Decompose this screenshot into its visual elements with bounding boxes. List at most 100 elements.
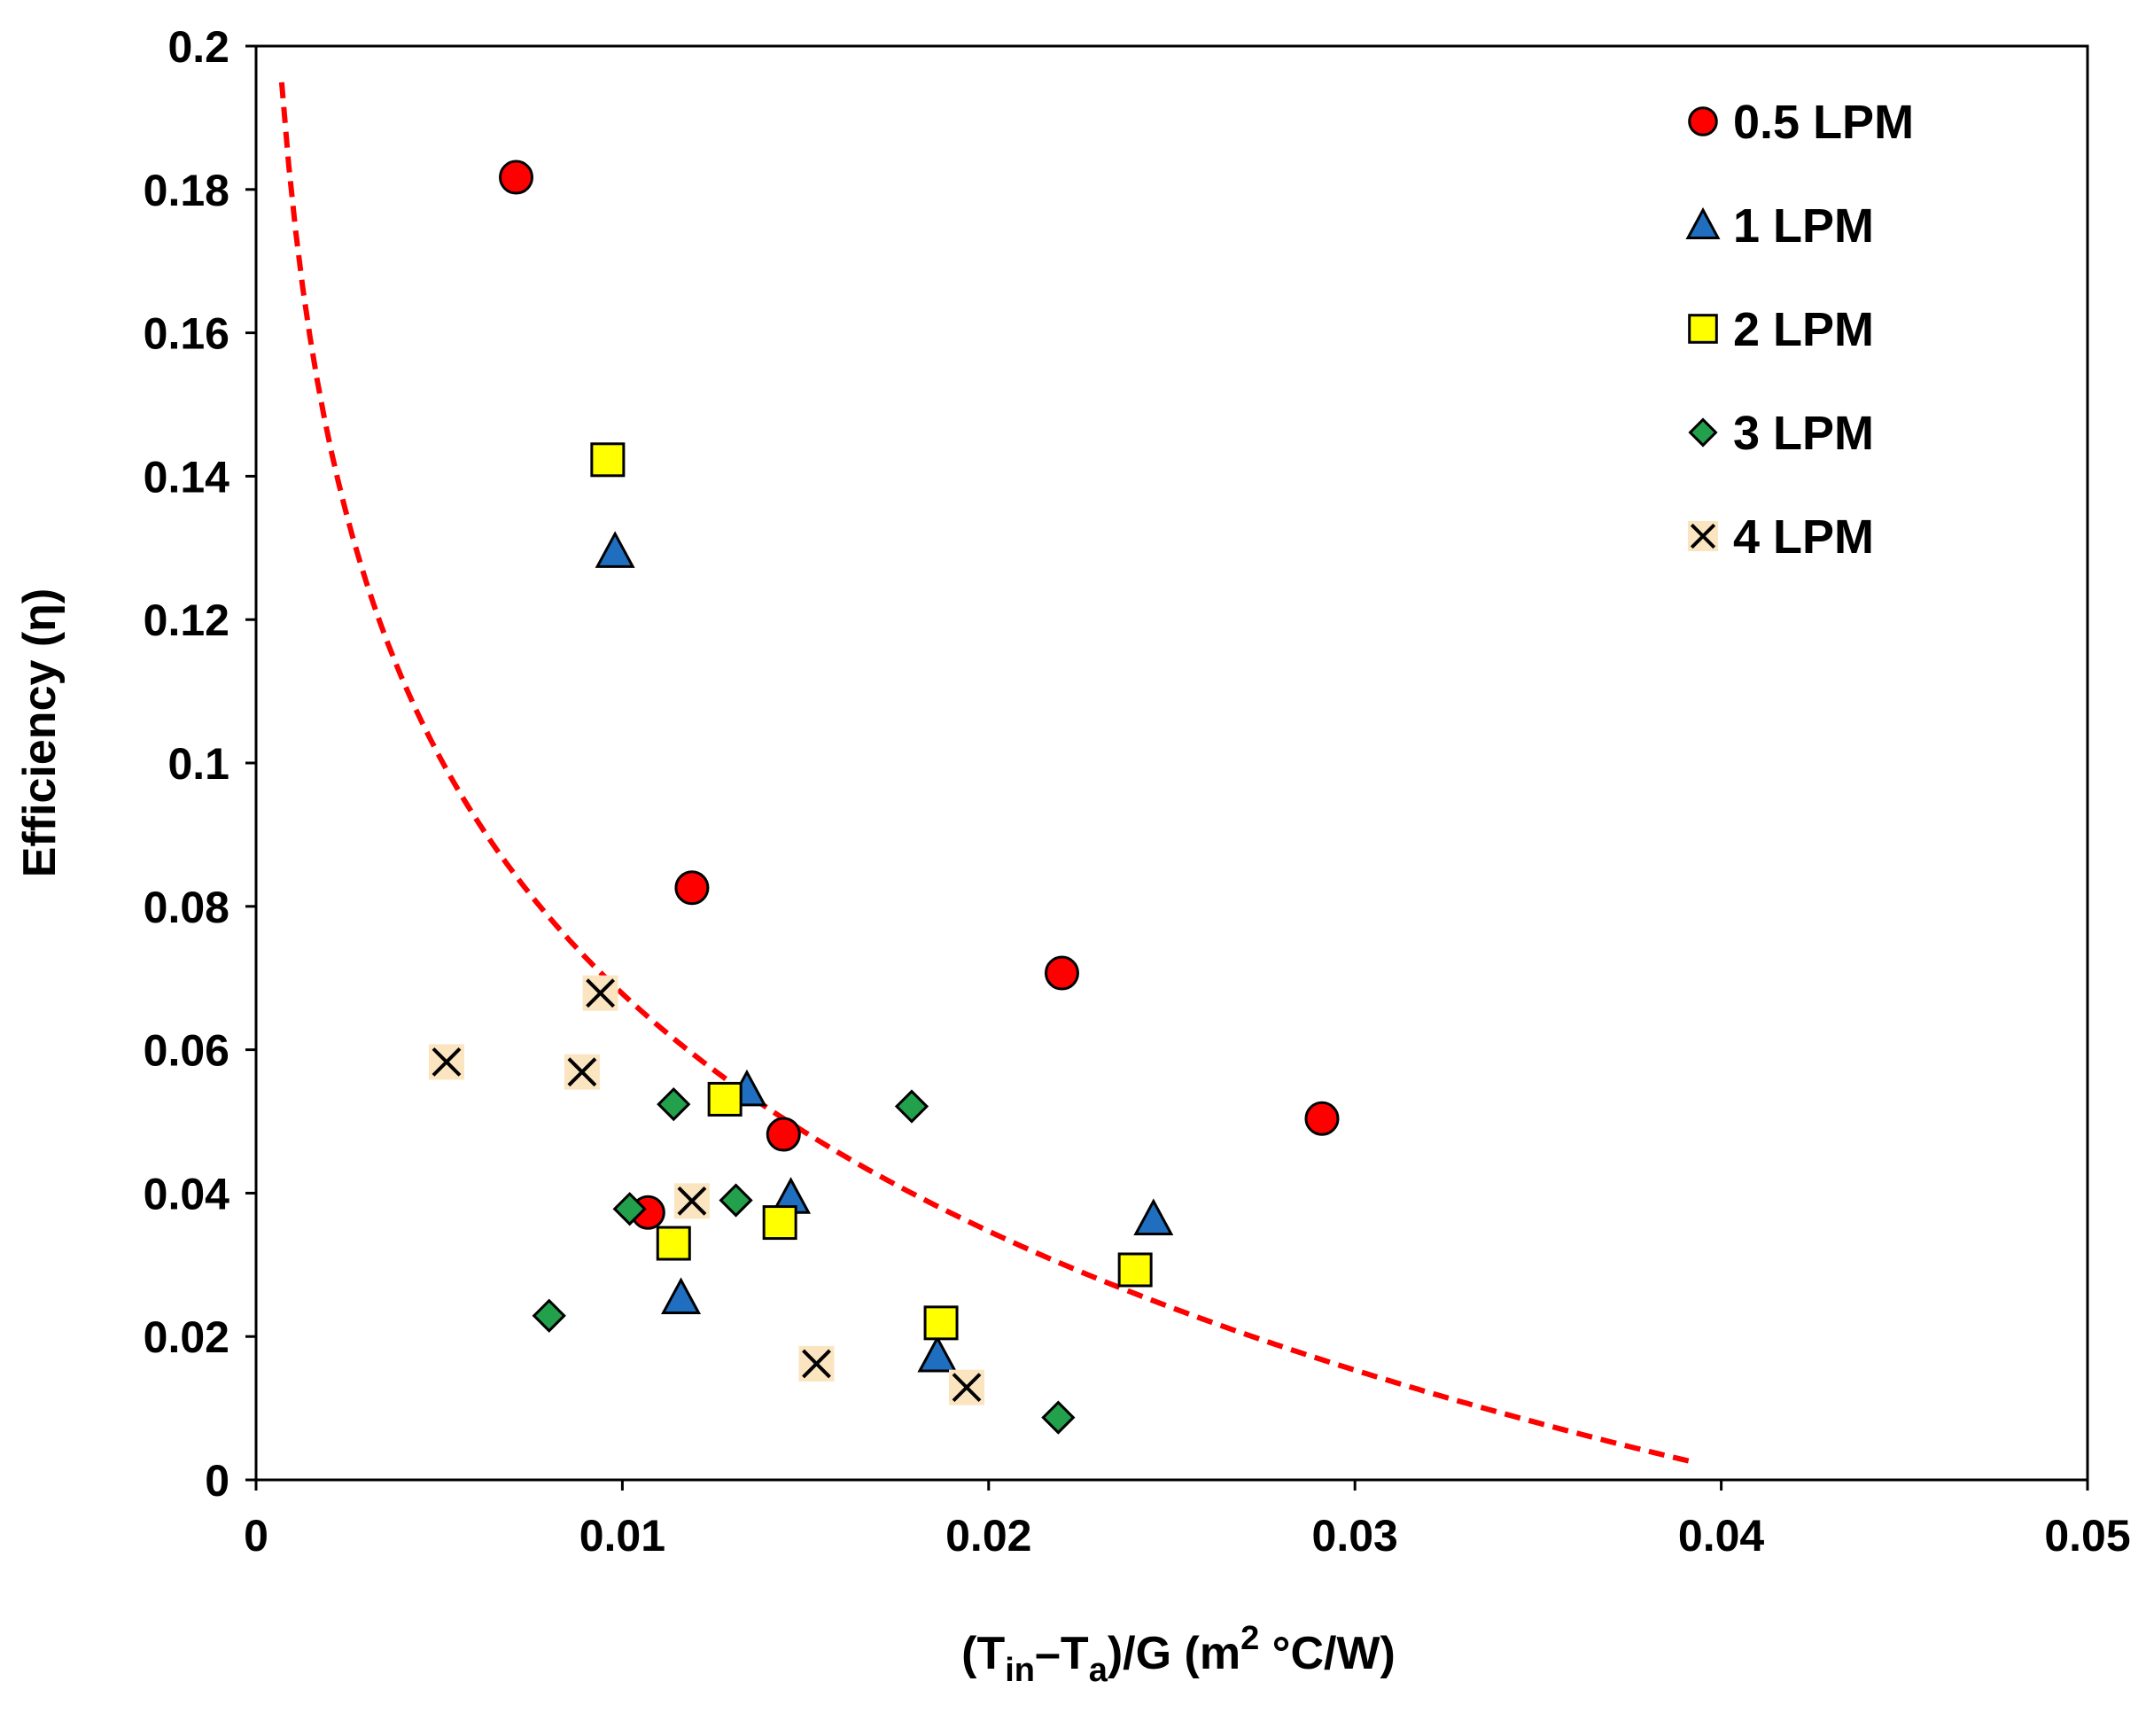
marker-square — [1688, 314, 1718, 344]
marker-diamond — [532, 1298, 566, 1333]
y-tick-label: 0.18 — [144, 166, 229, 215]
data-point-x — [582, 975, 618, 1011]
marker-diamond — [612, 1192, 647, 1226]
data-point-square — [923, 1305, 959, 1341]
marker-circle — [499, 160, 534, 195]
legend-label: 0.5 LPM — [1733, 96, 1914, 149]
legend-marker — [1688, 106, 1718, 136]
marker-diamond — [1041, 1400, 1076, 1435]
legend-label: 4 LPM — [1733, 510, 1874, 564]
marker-x-stroke — [586, 978, 616, 1008]
data-point-circle — [1044, 955, 1079, 991]
data-point-diamond — [719, 1183, 753, 1218]
legend-label: 1 LPM — [1733, 199, 1874, 253]
data-point-square — [762, 1205, 797, 1241]
data-points — [428, 160, 1340, 1435]
data-point-diamond — [657, 1086, 691, 1122]
marker-diamond — [657, 1086, 691, 1122]
data-point-square — [656, 1226, 691, 1261]
data-point-circle — [1304, 1101, 1340, 1136]
marker-square — [707, 1081, 743, 1117]
legend-item: 3 LPM — [1688, 407, 1874, 460]
legend-marker — [1685, 206, 1721, 239]
data-point-x — [798, 1345, 835, 1382]
x-tick-label: 0.04 — [1678, 1511, 1765, 1561]
x-axis-title: (Tin–Ta)/G (m2 °C/W) — [961, 1620, 1396, 1689]
y-tick-label: 0.02 — [144, 1312, 229, 1362]
marker-square — [1117, 1252, 1153, 1288]
data-point-triangle — [595, 531, 635, 568]
axes: 0 0.01 0.02 0.03 0.04 0.05 0 0.02 0.04 0.06 0.08 0.… — [144, 22, 2131, 1561]
data-point-x — [428, 1044, 464, 1080]
data-point-square — [1117, 1252, 1153, 1288]
series-0-5-lpm — [499, 160, 1340, 1230]
series-3-lpm — [532, 1086, 1076, 1435]
data-point-triangle — [917, 1335, 958, 1373]
legend-item: 4 LPM — [1688, 510, 1874, 564]
series-1-lpm — [595, 531, 1174, 1373]
y-tick-label: 0.16 — [144, 309, 229, 359]
x-tick-label: 0.03 — [1312, 1511, 1398, 1561]
series-2-lpm — [590, 442, 1153, 1341]
y-tick-label: 0.14 — [144, 452, 230, 502]
marker-square — [656, 1226, 691, 1261]
marker-x-stroke — [677, 1186, 707, 1216]
data-point-diamond — [612, 1192, 647, 1226]
marker-x-stroke — [802, 1349, 831, 1379]
x-tick-label: 0.05 — [2044, 1511, 2130, 1561]
marker-square — [923, 1305, 959, 1341]
data-point-circle — [766, 1117, 801, 1152]
marker-circle — [1688, 106, 1718, 136]
data-point-square — [590, 442, 626, 478]
marker-triangle — [1133, 1198, 1174, 1236]
marker-triangle — [661, 1277, 702, 1315]
data-point-square — [707, 1081, 743, 1117]
data-point-circle — [674, 870, 710, 906]
y-axis-title: Efficiency (η) — [14, 588, 66, 878]
legend-item: 1 LPM — [1685, 199, 1874, 253]
data-point-diamond — [894, 1089, 929, 1124]
legend-marker — [1688, 417, 1718, 448]
legend-marker — [1688, 521, 1718, 551]
series-4-lpm — [428, 975, 984, 1405]
legend-label: 3 LPM — [1733, 407, 1874, 460]
legend-item: 0.5 LPM — [1688, 96, 1914, 149]
marker-triangle — [917, 1335, 958, 1373]
marker-x-stroke — [567, 1057, 597, 1087]
data-point-x — [948, 1369, 984, 1405]
data-point-x — [564, 1054, 600, 1090]
legend-item: 2 LPM — [1688, 303, 1874, 356]
y-tick-label: 0.04 — [144, 1169, 230, 1218]
marker-diamond — [894, 1089, 929, 1124]
data-point-triangle — [661, 1277, 702, 1315]
y-tick-label: 0.2 — [167, 22, 229, 72]
data-point-diamond — [532, 1298, 566, 1333]
data-point-x — [673, 1183, 710, 1219]
marker-diamond — [1688, 417, 1718, 448]
marker-x-stroke — [952, 1373, 982, 1403]
legend-label: 2 LPM — [1733, 303, 1874, 356]
data-point-diamond — [1041, 1400, 1076, 1435]
marker-circle — [674, 870, 710, 906]
data-point-circle — [499, 160, 534, 195]
legend: 0.5 LPM 1 LPM 2 LPM 3 LPM 4 LPM — [1685, 96, 1914, 564]
y-tick-label: 0.06 — [144, 1026, 229, 1076]
marker-square — [762, 1205, 797, 1241]
marker-circle — [1044, 955, 1079, 991]
marker-circle — [1304, 1101, 1340, 1136]
legend-marker — [1688, 314, 1718, 344]
marker-x-stroke — [432, 1047, 462, 1077]
x-tick-label: 0.01 — [579, 1511, 665, 1561]
marker-circle — [766, 1117, 801, 1152]
y-tick-label: 0.1 — [167, 739, 229, 789]
marker-triangle — [595, 531, 635, 568]
y-tick-label: 0.08 — [144, 883, 229, 932]
y-tick-label: 0.12 — [144, 596, 229, 645]
x-tick-label: 0 — [244, 1511, 268, 1561]
y-tick-label: 0 — [205, 1456, 229, 1506]
marker-triangle — [1685, 206, 1721, 239]
marker-x-stroke — [1690, 523, 1716, 549]
marker-square — [590, 442, 626, 478]
